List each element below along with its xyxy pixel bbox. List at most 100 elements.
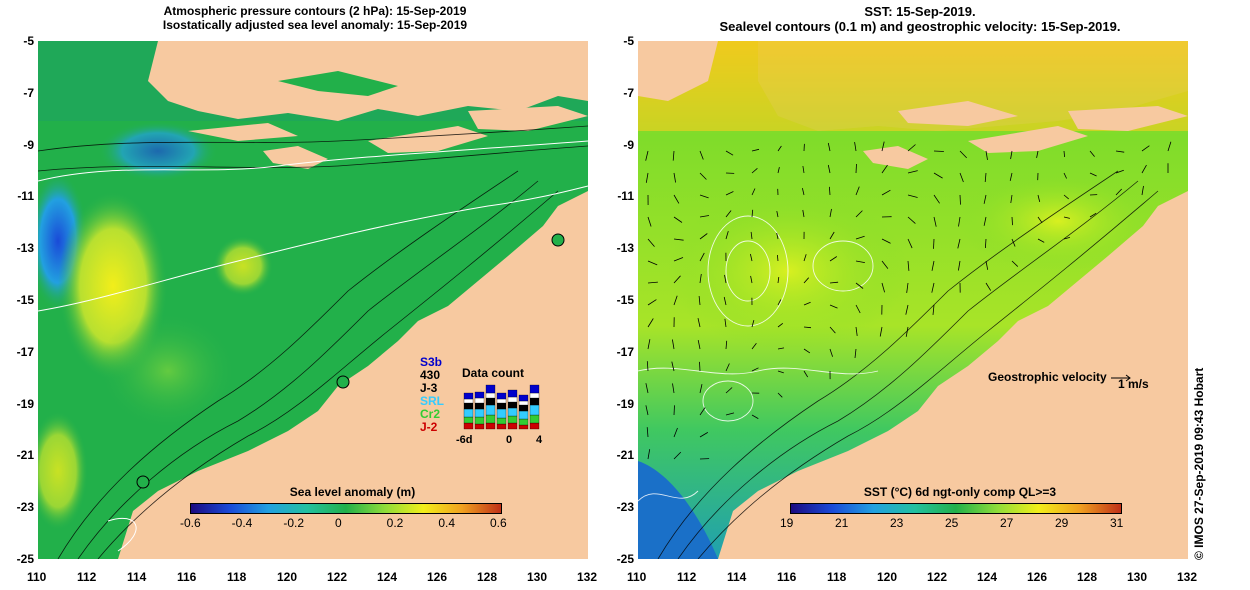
sst-map-svg (638, 41, 1188, 559)
velocity-arrow (881, 238, 891, 244)
velocity-arrow (777, 370, 784, 374)
velocity-arrow (984, 172, 987, 183)
velocity-arrow (855, 186, 860, 196)
velocity-arrow (647, 339, 651, 350)
left-title-line1: Atmospheric pressure contours (2 hPa): 1… (163, 4, 467, 18)
data-count-bar-segment (518, 404, 529, 412)
velocity-arrow (777, 299, 782, 306)
data-count-bar-segment (474, 423, 485, 430)
data-count-bar-segment (463, 416, 474, 424)
credit-text: © IMOS 27-Sep-2019 09:43 Hobart (1192, 367, 1206, 560)
velocity-arrow (673, 275, 681, 284)
velocity-arrow (985, 150, 988, 160)
velocity-arrow (647, 238, 655, 247)
velocity-legend-label: Geostrophic velocity (988, 370, 1107, 384)
cool-sst-southwest (638, 461, 718, 559)
velocity-arrow (672, 339, 675, 350)
velocity-arrow (829, 304, 838, 309)
velocity-arrow (673, 295, 678, 306)
data-count-bar-segment (496, 398, 507, 404)
data-count-bar-segment (529, 397, 540, 406)
velocity-arrow (697, 340, 701, 350)
x-tick-label: 120 (877, 570, 898, 584)
warm-northern-sea (638, 41, 1188, 131)
colorbar-tick-label: -0.2 (283, 516, 305, 530)
velocity-arrow (907, 170, 918, 174)
x-tick-label: 122 (327, 570, 348, 584)
velocity-arrow (855, 304, 861, 314)
velocity-arrow (699, 194, 709, 199)
mild-anomaly-mid (98, 311, 238, 431)
colorbar-tick-label: 0 (335, 516, 342, 530)
data-count-bar-segment (529, 414, 540, 424)
sst-colorbar-gradient (790, 503, 1122, 514)
velocity-arrow (1037, 238, 1045, 243)
y-tick-label: -11 (17, 189, 34, 204)
tide-gauge-marker[interactable] (336, 375, 350, 389)
data-count-bar-segment (507, 396, 518, 403)
data-count-bar-segment (518, 410, 529, 420)
velocity-arrow (933, 238, 935, 249)
velocity-arrow (985, 238, 987, 249)
velocity-arrow (803, 348, 811, 354)
velocity-arrow (1036, 150, 1039, 158)
colorbar-tick-label: 21 (835, 516, 849, 530)
australia-landmass (118, 191, 588, 559)
velocity-arrow (855, 235, 865, 240)
data-count-bar-segment (474, 397, 485, 404)
right-title-line1: SST: 15-Sep-2019. (864, 4, 976, 19)
velocity-arrow (881, 164, 888, 174)
velocity-arrow (829, 326, 836, 334)
velocity-arrow (646, 361, 649, 372)
velocity-arrow (699, 252, 705, 262)
velocity-arrow (673, 427, 678, 438)
sst-colorbar: SST (°C) 6d ngt-only comp QL>=3 19 21 23 25… (780, 485, 1130, 545)
bathymetry-contours (38, 125, 588, 559)
data-count-bar-segment (518, 400, 529, 406)
velocity-arrow (1141, 185, 1144, 196)
negative-anomaly-north (98, 121, 218, 181)
velocity-scale-value: 1 m/s (1118, 377, 1149, 391)
x-tick-label: 114 (727, 570, 747, 584)
velocity-arrow (985, 260, 989, 270)
data-count-tick: 0 (506, 434, 513, 446)
velocity-arrow (802, 209, 805, 218)
velocity-arrow (905, 304, 909, 315)
velocity-arrow (750, 231, 753, 240)
data-count-bar-segment (463, 398, 474, 404)
velocity-arrow (1037, 216, 1043, 224)
sst-colorbar-label: SST (°C) 6d ngt-only comp QL>=3 (863, 485, 1057, 499)
velocity-arrow (827, 142, 831, 152)
x-tick-label: 126 (1027, 570, 1048, 584)
velocity-arrow (957, 238, 961, 249)
tide-gauge-marker[interactable] (551, 233, 565, 247)
data-count-bar-segment (496, 408, 507, 419)
sst-australia-landmass (718, 191, 1188, 559)
velocity-arrow (1037, 194, 1041, 202)
velocity-arrow (907, 144, 916, 152)
data-count-bar-segment (518, 418, 529, 426)
sst-bathymetry-contours (657, 170, 1159, 559)
velocity-arrow (855, 210, 863, 218)
x-tick-label: 130 (527, 570, 548, 584)
data-count-legend: S3b 430 J-3 SRL Cr2 J-2 Data count -6d 0 4 (420, 356, 550, 451)
y-tick-label: -19 (16, 396, 34, 411)
velocity-arrow (699, 150, 704, 160)
data-count-bar-segment (474, 402, 485, 410)
velocity-arrow (645, 405, 649, 416)
java-sea-gap (278, 71, 398, 96)
sst-lesser-sunda (898, 101, 1018, 126)
y-tick-label: -7 (23, 85, 34, 100)
velocity-arrow (673, 405, 675, 416)
velocity-arrow (725, 230, 729, 240)
x-tick-label: 110 (27, 570, 47, 584)
velocity-arrow (672, 150, 675, 161)
x-tick-label: 128 (1077, 570, 1098, 584)
velocity-arrow (983, 194, 987, 204)
y-tick-label: -11 (617, 189, 634, 204)
data-count-bar-segment (529, 392, 540, 399)
velocity-arrow (907, 194, 918, 198)
sst-map[interactable] (638, 41, 1188, 559)
tide-gauge-marker[interactable] (136, 475, 150, 489)
sea-level-anomaly-map[interactable] (38, 41, 588, 559)
